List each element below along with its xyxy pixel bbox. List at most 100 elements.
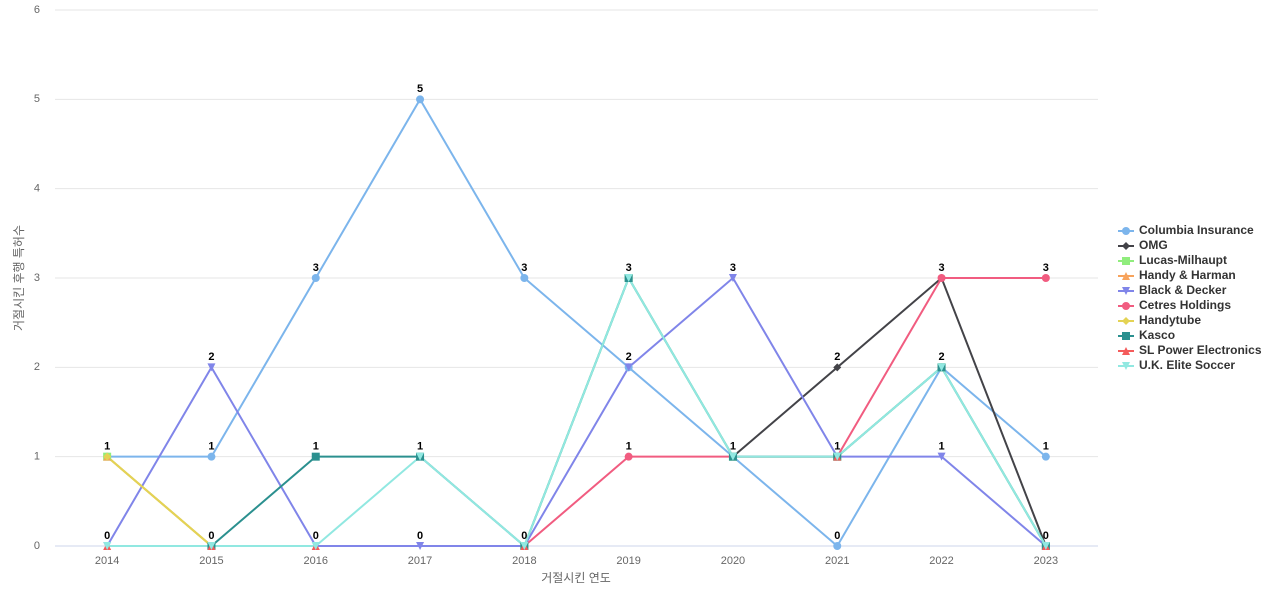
point: [520, 542, 529, 550]
point: [1041, 452, 1050, 461]
data-label: 1: [938, 441, 944, 453]
point: [311, 542, 320, 550]
legend-item[interactable]: SL Power Electronics: [1118, 343, 1262, 357]
point: [1122, 317, 1130, 325]
legend-item[interactable]: Columbia Insurance: [1118, 223, 1254, 237]
point: [1122, 362, 1130, 370]
point: [937, 363, 946, 372]
data-label: 1: [626, 441, 632, 453]
legend-label: Kasco: [1139, 328, 1175, 342]
legend-item[interactable]: Cetres Holdings: [1118, 298, 1231, 312]
data-label: 0: [313, 530, 319, 542]
data-label: 0: [104, 530, 110, 542]
point: [1122, 227, 1130, 235]
point: [207, 363, 216, 372]
legend-label: Black & Decker: [1139, 283, 1227, 297]
series-line: [732, 276, 1047, 547]
point: [833, 452, 842, 461]
data-label: 2: [626, 351, 632, 363]
legend-item[interactable]: OMG: [1118, 238, 1168, 252]
legend-label: U.K. Elite Soccer: [1139, 358, 1235, 372]
point: [1122, 272, 1130, 280]
point: [1122, 287, 1130, 295]
point: [624, 274, 633, 282]
point: [1122, 302, 1130, 310]
legend-label: OMG: [1139, 238, 1168, 252]
series-line: [106, 276, 1047, 547]
legend-label: Lucas-Milhaupt: [1139, 253, 1227, 267]
data-label: 3: [521, 262, 527, 274]
data-label: 1: [104, 441, 110, 453]
x-axis-title: 거절시킨 연도: [541, 571, 611, 585]
y-tick-label: 3: [34, 272, 40, 284]
legend-item[interactable]: Kasco: [1118, 328, 1175, 342]
x-tick-label: 2015: [199, 555, 223, 567]
point: [1122, 242, 1130, 250]
legend-item[interactable]: U.K. Elite Soccer: [1118, 358, 1235, 372]
point: [1122, 257, 1130, 265]
data-label: 1: [1043, 441, 1049, 453]
legend-item[interactable]: Handytube: [1118, 313, 1201, 327]
point: [1122, 347, 1130, 355]
legend-item[interactable]: Handy & Harman: [1118, 268, 1236, 282]
legend-label: Cetres Holdings: [1139, 298, 1231, 312]
point: [624, 363, 633, 372]
point: [937, 274, 946, 282]
y-tick-label: 0: [34, 540, 40, 552]
data-label: 1: [417, 441, 423, 453]
legend-label: SL Power Electronics: [1139, 343, 1262, 357]
legend-label: Handytube: [1139, 313, 1201, 327]
legend-label: Handy & Harman: [1139, 268, 1236, 282]
y-axis-title: 거절시킨 후행 특허수: [11, 225, 26, 331]
series-line: [107, 275, 1047, 548]
point: [416, 542, 425, 550]
data-label: 3: [730, 262, 736, 274]
data-label: 3: [313, 262, 319, 274]
data-label: 2: [208, 351, 214, 363]
x-tick-label: 2021: [825, 555, 849, 567]
point: [103, 452, 112, 461]
x-tick-label: 2019: [616, 555, 640, 567]
data-label: 1: [834, 441, 840, 453]
y-tick-label: 4: [34, 183, 40, 195]
point: [103, 542, 112, 550]
data-label: 3: [1043, 262, 1049, 274]
series-line: [107, 97, 1047, 548]
data-label: 0: [521, 530, 527, 542]
legend-item[interactable]: Lucas-Milhaupt: [1118, 253, 1227, 267]
point: [207, 542, 216, 550]
x-tick-label: 2014: [95, 555, 119, 567]
x-tick-label: 2022: [929, 555, 953, 567]
point: [624, 452, 633, 461]
point: [728, 274, 737, 282]
data-label: 0: [1043, 530, 1049, 542]
data-label: 2: [834, 351, 840, 363]
y-tick-label: 5: [34, 93, 40, 105]
legend-item[interactable]: Black & Decker: [1118, 283, 1227, 297]
point: [1122, 332, 1130, 340]
point: [311, 452, 320, 461]
point: [207, 452, 216, 461]
data-label: 1: [730, 441, 736, 453]
y-tick-label: 2: [34, 361, 40, 373]
x-tick-label: 2020: [721, 555, 745, 567]
x-tick-label: 2023: [1034, 555, 1058, 567]
point: [520, 274, 529, 282]
data-label: 0: [208, 530, 214, 542]
data-label: 0: [834, 530, 840, 542]
point: [937, 452, 946, 461]
data-label: 2: [938, 351, 944, 363]
point: [1041, 274, 1050, 282]
point: [1041, 542, 1050, 550]
series-line: [106, 455, 213, 547]
data-label: 1: [313, 441, 319, 453]
point: [728, 452, 737, 461]
series-line: [210, 275, 1047, 548]
point: [416, 452, 425, 461]
point: [311, 274, 320, 282]
data-label: 0: [417, 530, 423, 542]
point: [833, 542, 842, 550]
x-tick-label: 2016: [304, 555, 328, 567]
x-tick-label: 2017: [408, 555, 432, 567]
